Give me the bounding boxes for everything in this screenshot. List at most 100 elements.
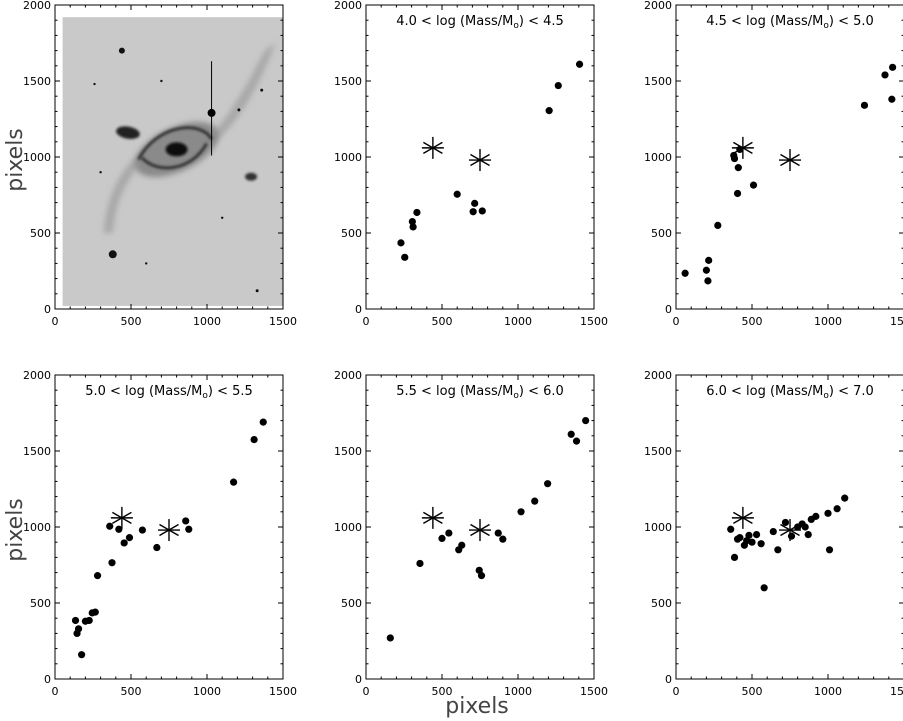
spiral-arm [137,126,213,161]
data-point [413,208,421,217]
y-tick-label: 1000 [334,151,362,164]
data-point [888,95,896,103]
data-point [841,494,849,502]
y-tick-label: 1000 [23,521,51,534]
data-point [572,437,581,445]
asterisk-marker [158,519,180,542]
y-tick-label: 2000 [334,0,362,12]
x-tick-label: 0 [52,315,59,328]
star [145,262,148,265]
panel-title: 5.0 < log (Mass/Mo) < 5.5 [85,384,253,401]
data-point [120,539,128,547]
data-point [757,540,765,548]
galaxy-image [62,17,283,306]
x-tick-label: 0 [363,685,370,698]
star [93,82,96,86]
x-tick-label: 1000 [504,685,532,698]
x-tick-label: 0 [673,685,680,698]
x-tick-label: 1500 [269,315,297,328]
star [221,216,224,219]
x-tick-label: 0 [363,315,370,328]
y-tick-label: 0 [665,673,672,686]
panel-5: 0 500 1000 1500 0 500 1000 1500 2000 5.5 < log (M… [334,369,608,698]
x-tick-label: 1000 [504,315,532,328]
data-point [736,145,744,153]
companion-galaxy [116,126,140,139]
x-tick-label: 500 [121,315,142,328]
data-point [681,269,689,277]
star [160,79,163,83]
x-tick-label: 1500 [890,315,903,328]
spiral-arm [140,142,208,170]
panel-title: 6.0 < log (Mass/Mo) < 7.0 [706,384,874,401]
data-point [748,538,756,546]
data-point [545,107,553,115]
panel-6: 0 500 1000 1500 0 500 1000 1500 2000 6.0 < log (M… [644,369,903,698]
y-tick-label: 0 [44,303,51,316]
y-tick-label: 1500 [23,75,51,88]
asterisk-marker [110,506,133,529]
data-point [781,518,790,527]
data-point [386,634,394,642]
star [237,108,241,112]
panel-1: 0 500 1000 1500 0 500 1000 1500 2000 [23,0,297,328]
asterisk-marker [469,149,491,172]
data-point [745,531,753,539]
data-point [401,253,409,261]
star [99,171,102,174]
data-point [438,534,446,543]
data-point [736,534,744,542]
x-axis-title: pixels [445,694,509,719]
data-point [727,525,735,533]
star [118,47,125,54]
y-tick-label: 1500 [334,445,362,458]
data-point [860,101,869,109]
y-tick-label: 2000 [23,0,51,12]
star [260,88,264,92]
data-point [477,572,486,580]
data-point [259,418,267,426]
asterisk-marker [469,519,491,542]
asterisk-marker [779,149,801,172]
y-tick-label: 1000 [644,521,672,534]
y-tick-label: 1000 [334,521,362,534]
data-point [494,529,502,537]
data-point [416,559,424,568]
x-tick-label: 1500 [580,685,608,698]
marked-star [207,108,216,117]
x-tick-label: 500 [742,685,763,698]
x-tick-label: 0 [52,685,59,698]
data-point [582,417,590,425]
y-tick-label: 1000 [644,151,672,164]
data-point [774,546,782,554]
y-tick-label: 0 [665,303,672,316]
data-point [409,223,417,231]
y-tick-label: 2000 [644,0,672,12]
data-point [85,616,93,625]
x-tick-label: 1000 [193,685,221,698]
data-point [230,478,238,486]
data-point [714,221,722,229]
star [255,289,259,293]
x-tick-label: 1000 [814,685,842,698]
y-tick-label: 500 [30,597,51,610]
y-tick-label: 1500 [23,445,51,458]
data-point [760,584,768,592]
x-tick-label: 1500 [269,685,297,698]
data-point [769,527,777,536]
data-point [458,541,466,549]
data-point [824,509,832,517]
data-point [889,63,897,71]
panel-title: 4.5 < log (Mass/Mo) < 5.0 [706,14,874,31]
data-point [730,154,739,163]
data-point [453,190,461,198]
data-point [734,164,742,172]
data-point [575,60,584,68]
y-tick-label: 2000 [23,369,51,382]
y-tick-label: 500 [341,227,362,240]
data-point [153,543,161,552]
galaxy-nucleus [165,142,188,157]
data-point [408,218,416,226]
data-point [517,508,525,516]
data-point [733,189,742,198]
